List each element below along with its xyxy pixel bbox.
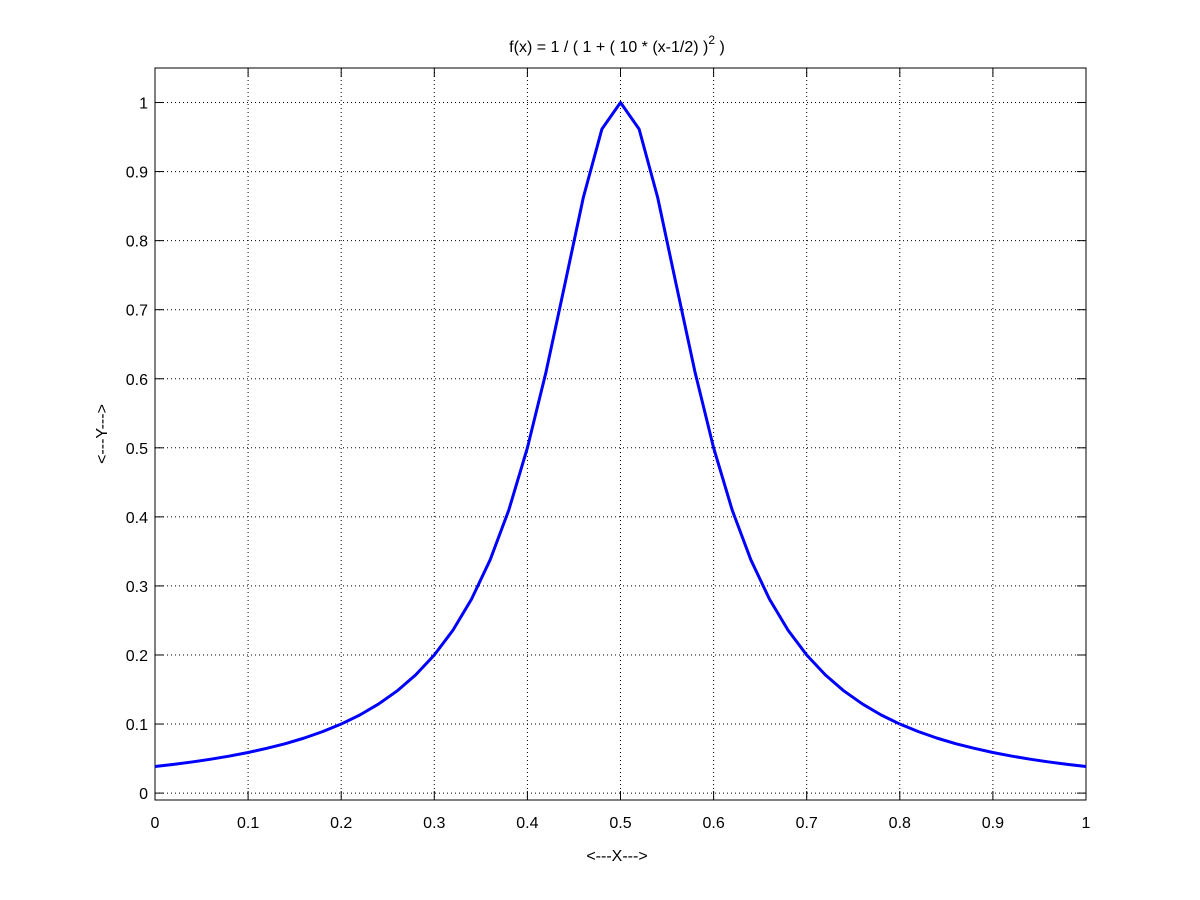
plot-frame: [154, 67, 1087, 801]
data-line: [154, 101, 1087, 768]
y-tick-label: 0.8: [126, 234, 148, 251]
y-tick-label: 1: [139, 96, 148, 113]
y-tick-label: 0.6: [126, 372, 148, 389]
y-tick-label: 0.1: [126, 717, 148, 734]
y-tick-label: 0: [139, 786, 148, 803]
y-tick-label: 0.2: [126, 648, 148, 665]
x-tick-label: 0.8: [889, 815, 911, 832]
y-tick-label: 0.7: [126, 303, 148, 320]
x-tick-label: 0.2: [330, 815, 352, 832]
title-main: f(x) = 1 / ( 1 + ( 10 * (x-1/2) ): [509, 39, 708, 56]
x-tick-label: 1: [1082, 815, 1091, 832]
y-tick-label: 0.3: [126, 579, 148, 596]
x-tick-label: 0.9: [982, 815, 1004, 832]
x-tick-label: 0.6: [702, 815, 724, 832]
x-tick-label: 0.4: [516, 815, 538, 832]
y-tick-label: 0.5: [126, 441, 148, 458]
x-tick-label: 0.3: [423, 815, 445, 832]
x-tick-label: 0.7: [796, 815, 818, 832]
y-tick-label: 0.9: [126, 165, 148, 182]
x-tick-label: 0.1: [237, 815, 259, 832]
x-axis-label: <---X--->: [586, 848, 647, 865]
x-tick-label: 0.5: [609, 815, 631, 832]
title-superscript: 2: [708, 33, 715, 47]
y-axis-label: <---Y--->: [94, 404, 111, 464]
title-end: ): [715, 39, 725, 56]
x-tick-label: 0: [151, 815, 160, 832]
y-tick-label: 0.4: [126, 510, 148, 527]
chart-title: f(x) = 1 / ( 1 + ( 10 * (x-1/2) )2 ): [509, 33, 725, 56]
